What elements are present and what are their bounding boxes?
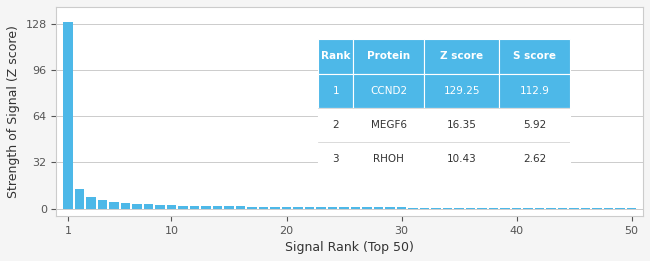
Bar <box>155 205 164 209</box>
Bar <box>75 189 84 209</box>
Bar <box>512 208 521 209</box>
Bar <box>248 206 257 209</box>
Bar <box>466 208 475 209</box>
Bar <box>424 108 499 142</box>
Bar <box>190 206 199 209</box>
Bar <box>328 207 337 209</box>
Text: 3: 3 <box>332 154 339 164</box>
Bar <box>351 207 360 209</box>
Bar <box>133 204 142 209</box>
Bar <box>581 208 590 209</box>
Bar <box>354 39 424 74</box>
Text: Rank: Rank <box>321 51 350 61</box>
Text: 16.35: 16.35 <box>447 120 476 130</box>
Bar <box>318 108 354 142</box>
Bar <box>397 207 406 209</box>
Bar <box>424 142 499 176</box>
Bar <box>305 207 314 209</box>
Bar <box>558 208 567 209</box>
Y-axis label: Strength of Signal (Z score): Strength of Signal (Z score) <box>7 25 20 198</box>
Text: 112.9: 112.9 <box>520 86 549 96</box>
Bar <box>443 208 452 209</box>
Bar <box>523 208 532 209</box>
Text: MEGF6: MEGF6 <box>370 120 406 130</box>
Bar <box>121 203 130 209</box>
Bar <box>374 207 383 209</box>
Bar <box>236 206 245 209</box>
Bar <box>339 207 348 209</box>
Bar <box>424 39 499 74</box>
Text: 2: 2 <box>332 120 339 130</box>
Bar <box>86 197 96 209</box>
Text: 2.62: 2.62 <box>523 154 546 164</box>
Bar <box>318 39 354 74</box>
Bar <box>224 206 233 209</box>
Text: 10.43: 10.43 <box>447 154 476 164</box>
Text: 1: 1 <box>332 86 339 96</box>
Bar <box>178 206 188 209</box>
Bar <box>478 208 487 209</box>
Bar <box>408 207 417 209</box>
Bar <box>202 206 211 209</box>
Bar <box>282 207 291 209</box>
Bar <box>167 205 176 209</box>
Bar <box>499 74 570 108</box>
Text: CCND2: CCND2 <box>370 86 407 96</box>
Bar <box>420 207 429 209</box>
Bar <box>500 208 510 209</box>
Bar <box>109 202 118 209</box>
Text: S score: S score <box>513 51 556 61</box>
Bar <box>499 39 570 74</box>
Bar <box>213 206 222 209</box>
Bar <box>354 142 424 176</box>
Bar <box>363 207 372 209</box>
Text: 129.25: 129.25 <box>443 86 480 96</box>
Text: Protein: Protein <box>367 51 410 61</box>
Text: RHOH: RHOH <box>373 154 404 164</box>
Bar <box>317 207 326 209</box>
Bar <box>499 108 570 142</box>
Bar <box>144 204 153 209</box>
Bar <box>385 207 395 209</box>
Bar <box>318 142 354 176</box>
Bar <box>489 208 498 209</box>
Bar <box>616 208 625 209</box>
Bar <box>627 208 636 209</box>
Bar <box>270 207 280 209</box>
Text: 5.92: 5.92 <box>523 120 546 130</box>
Bar <box>569 208 578 209</box>
X-axis label: Signal Rank (Top 50): Signal Rank (Top 50) <box>285 241 414 254</box>
Bar <box>318 74 354 108</box>
Bar <box>354 108 424 142</box>
Bar <box>604 208 613 209</box>
Bar <box>63 22 73 209</box>
Bar <box>547 208 556 209</box>
Bar <box>592 208 602 209</box>
Bar <box>98 200 107 209</box>
Text: Z score: Z score <box>440 51 483 61</box>
Bar <box>499 142 570 176</box>
Bar <box>432 207 441 209</box>
Bar <box>354 74 424 108</box>
Bar <box>259 207 268 209</box>
Bar <box>454 208 463 209</box>
Bar <box>424 74 499 108</box>
Bar <box>535 208 544 209</box>
Bar <box>293 207 303 209</box>
